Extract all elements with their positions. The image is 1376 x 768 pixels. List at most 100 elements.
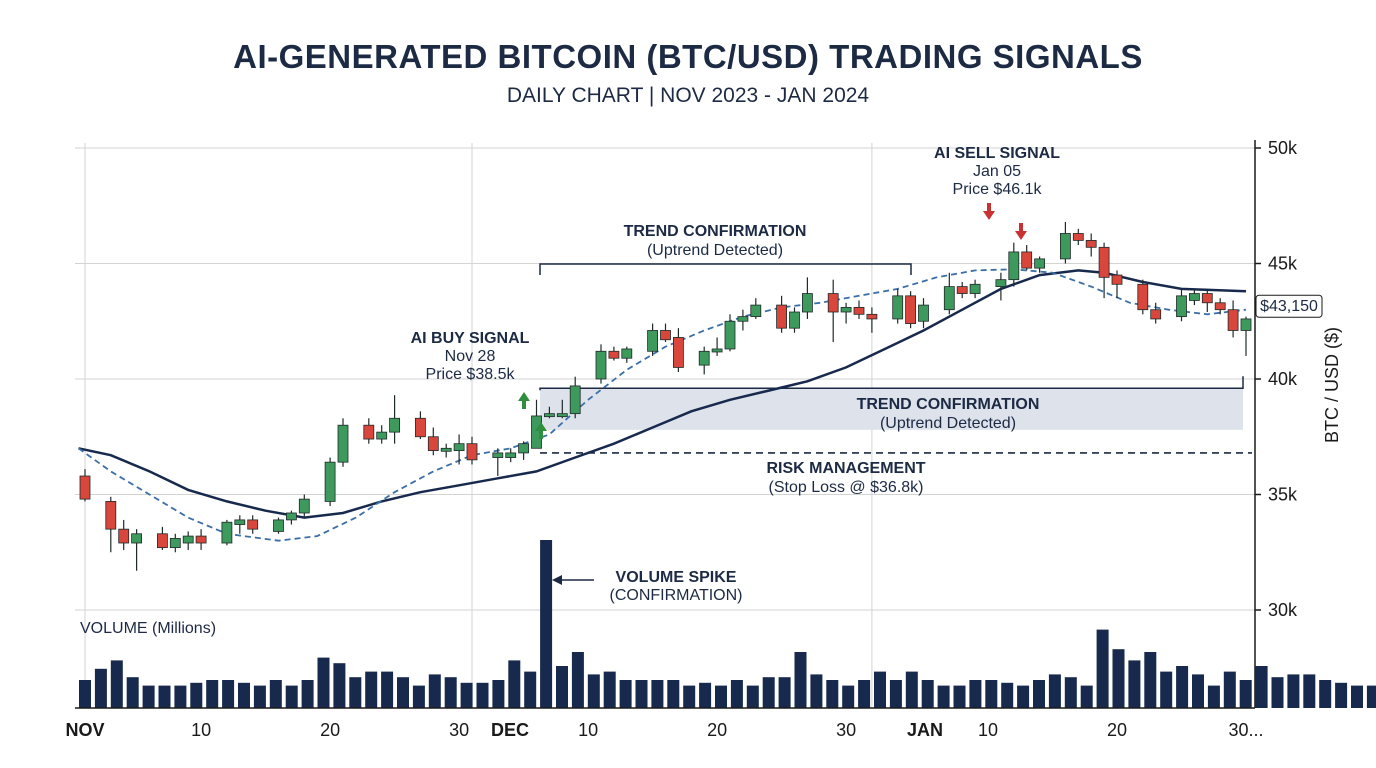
volume-bar [1033, 680, 1045, 708]
candle-body [298, 498, 310, 514]
candle [569, 376, 581, 419]
candle [324, 457, 336, 507]
candle-body [1176, 295, 1187, 318]
candle [866, 307, 878, 333]
volume-bar [428, 674, 441, 708]
candle [905, 291, 916, 329]
candle-body [169, 537, 181, 549]
candle [853, 300, 865, 319]
candle [995, 272, 1007, 301]
candle [943, 272, 955, 315]
buy-signal-price: Price $38.5k [426, 366, 516, 383]
candle [737, 309, 749, 331]
candle [1201, 288, 1213, 313]
chart-title: AI-GENERATED BITCOIN (BTC/USD) TRADING S… [233, 38, 1143, 75]
volume-bar [492, 680, 505, 708]
volume-bar [651, 680, 664, 708]
volume-bar [1160, 671, 1173, 708]
volume-bar [1001, 682, 1014, 708]
candle [789, 307, 800, 333]
candle [518, 441, 529, 460]
volume-bar [365, 671, 378, 708]
candle-body [505, 452, 517, 458]
volume-bar [842, 685, 855, 708]
volume-bar [1366, 685, 1376, 708]
volume-bar [349, 677, 362, 708]
volume-bar [937, 685, 950, 708]
x-tick-label: JAN [907, 720, 943, 740]
candle-body [1034, 258, 1045, 269]
trend-band-layer [539, 376, 1252, 454]
volume-bar [126, 677, 139, 708]
candle-body [802, 293, 813, 313]
chart-subtitle: DAILY CHART | NOV 2023 - JAN 2024 [506, 84, 870, 107]
volume-bar [985, 680, 998, 708]
candle-body [414, 417, 426, 438]
candle-body [1189, 293, 1200, 301]
volume-bar [1048, 674, 1061, 708]
candle-body [118, 528, 130, 544]
candle-body [1214, 302, 1226, 311]
candle [221, 519, 233, 546]
candle-body [776, 304, 787, 329]
volume-bar [556, 666, 568, 708]
candle-body [1240, 318, 1252, 331]
candle [79, 469, 91, 502]
candle-body [724, 320, 736, 350]
candle-body [156, 533, 168, 549]
volume-spike-subtitle: (CONFIRMATION) [609, 587, 742, 604]
risk-title: RISK MANAGEMENT [766, 460, 925, 477]
x-tick-label: 10 [191, 720, 211, 740]
volume-bar [1319, 680, 1332, 708]
volume-bars: VOLUME (Millions) [79, 540, 1376, 708]
buy-signal-date: Nov 28 [445, 348, 496, 365]
volume-spike-title: VOLUME SPIKE [616, 569, 737, 586]
candle-body [247, 519, 259, 530]
candle-body [324, 461, 336, 502]
volume-bar [762, 677, 775, 708]
y-axis-label: BTC / USD ($) [1322, 327, 1342, 443]
candle-body [453, 443, 465, 452]
candle [1098, 242, 1110, 299]
volume-bar [794, 652, 807, 708]
candle [1150, 302, 1162, 324]
trend-top-subtitle: (Uptrend Detected) [647, 242, 783, 259]
candle-body [1227, 309, 1239, 331]
volume-bar [158, 685, 171, 708]
candle-body [1085, 239, 1097, 248]
volume-bar [1144, 652, 1157, 708]
volume-bar [333, 663, 346, 708]
volume-bar [253, 685, 266, 708]
candle-body [195, 535, 207, 544]
candle [118, 519, 130, 550]
volume-bar [301, 680, 314, 708]
candle-body [905, 295, 916, 324]
candle [724, 314, 736, 352]
candle [1137, 279, 1149, 315]
trend-band-subtitle: (Uptrend Detected) [880, 415, 1016, 432]
candle [195, 529, 207, 550]
volume-bar [476, 682, 489, 708]
volume-bar [540, 540, 553, 708]
buy-arrow-icon [535, 422, 547, 439]
volume-bar [269, 680, 282, 708]
x-tick-label: 30 [836, 720, 856, 740]
volume-bar [222, 680, 235, 708]
buy-arrow-icon [518, 392, 530, 409]
volume-label: VOLUME (Millions) [80, 620, 216, 637]
candle [1085, 233, 1097, 257]
candle-body [969, 283, 981, 294]
candle [363, 418, 375, 444]
volume-bar [619, 680, 632, 708]
volume-bar [889, 680, 902, 708]
candle [156, 526, 168, 550]
volume-bar [238, 682, 250, 708]
volume-bar [444, 677, 457, 708]
candle [105, 496, 117, 553]
x-tick-label: 20 [320, 720, 340, 740]
candlesticks [79, 221, 1252, 571]
candle-body [608, 350, 620, 359]
candle-body [131, 533, 143, 544]
volume-bar [858, 680, 871, 708]
volume-bar [1255, 666, 1268, 708]
